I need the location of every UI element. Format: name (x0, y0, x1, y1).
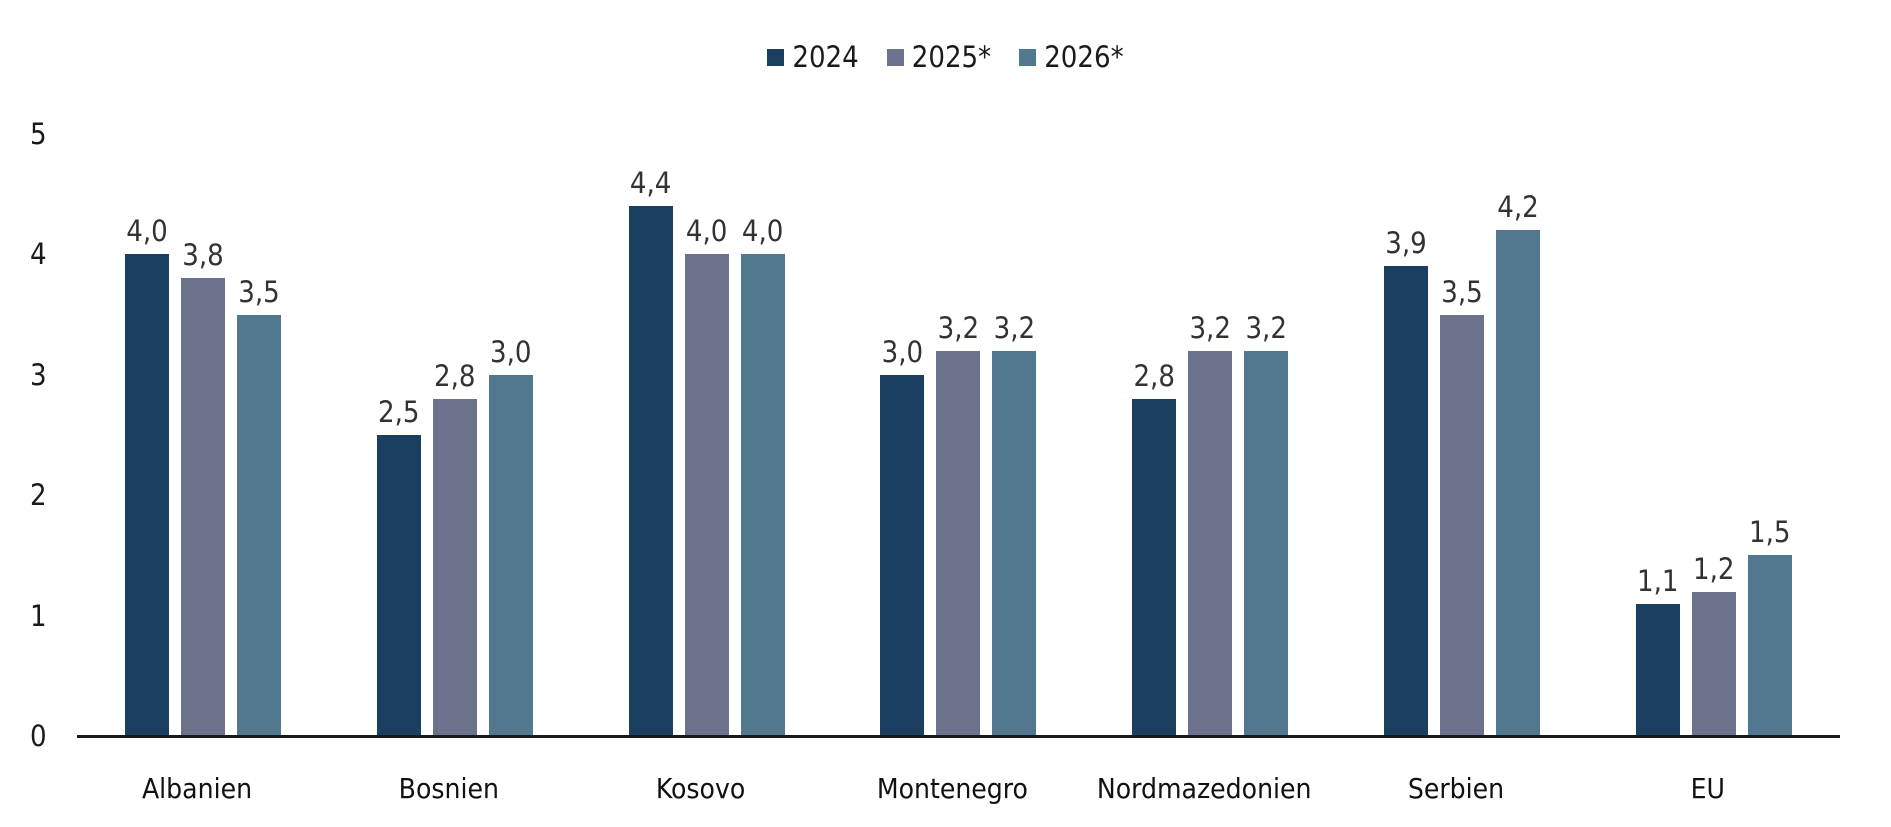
data-label: 1,1 (1637, 563, 1679, 598)
bar-serbien-2024 (1384, 266, 1428, 736)
bar-bosnien-2025 (432, 398, 477, 736)
bar-serbien-2026 (1496, 230, 1540, 736)
bar-serbien-2025 (1440, 314, 1484, 736)
data-label: 4,2 (1497, 190, 1539, 225)
y-tick-label: 1 (30, 598, 47, 633)
category-label: Montenegro (876, 772, 1028, 805)
data-label: 2,5 (378, 395, 420, 429)
data-label: 3,0 (490, 334, 532, 369)
bar-kosovo-2024 (628, 206, 673, 736)
legend-item: 2024 (767, 40, 859, 74)
y-tick-label: 0 (30, 719, 47, 753)
data-label: 1,2 (1693, 551, 1735, 586)
bar-eu-2024 (1635, 603, 1680, 736)
bar-bosnien-2026 (488, 374, 533, 736)
data-label: 3,5 (1441, 274, 1483, 309)
data-label: 1,5 (1749, 515, 1791, 550)
category-label: Nordmazedonien (1096, 772, 1312, 805)
data-label: 4,0 (685, 214, 728, 249)
data-label: 2,8 (1133, 358, 1175, 393)
y-tick-label: 5 (30, 117, 47, 151)
bar-montenegro-2024 (880, 374, 925, 736)
data-label: 3,2 (993, 310, 1036, 345)
y-tick-label: 2 (30, 478, 47, 513)
bar-bosnien-2024 (376, 435, 421, 736)
category-label: Kosovo (655, 772, 746, 805)
legend-item: 2026* (1019, 40, 1124, 74)
chart-legend: 2024 2025* 2026* (0, 40, 1891, 74)
data-label: 4,4 (629, 166, 672, 201)
category-label: EU (1690, 772, 1725, 805)
bar-nordmazedonien-2026 (1244, 350, 1289, 736)
legend-swatch-icon (1019, 48, 1037, 66)
y-tick-label: 4 (30, 237, 47, 272)
data-label: 3,2 (1245, 310, 1287, 345)
x-axis-line (77, 735, 1840, 738)
category-label: Serbien (1407, 772, 1505, 805)
legend-label: 2026* (1044, 40, 1124, 74)
data-label: 3,8 (182, 238, 224, 273)
legend-item: 2025* (886, 40, 992, 74)
category-label: Albanien (141, 772, 253, 805)
data-label: 3,9 (1385, 226, 1427, 261)
bar-albanien-2024 (125, 254, 169, 736)
bar-eu-2025 (1691, 591, 1736, 736)
data-label: 2,8 (434, 358, 476, 393)
bar-montenegro-2025 (936, 350, 981, 736)
category-label: Bosnien (398, 772, 499, 805)
bar-nordmazedonien-2025 (1188, 350, 1233, 736)
y-tick-label: 3 (30, 357, 47, 392)
bar-albanien-2025 (181, 278, 225, 736)
legend-label: 2025* (911, 40, 992, 74)
legend-swatch-icon (767, 48, 785, 66)
data-label: 3,0 (881, 334, 924, 369)
legend-swatch-icon (886, 48, 904, 66)
bar-kosovo-2025 (684, 254, 729, 736)
bar-albanien-2026 (237, 314, 281, 736)
bar-montenegro-2026 (992, 350, 1037, 736)
bar-eu-2026 (1747, 555, 1792, 736)
data-label: 4,0 (126, 214, 168, 249)
data-label: 3,5 (238, 274, 280, 309)
data-label: 3,2 (1189, 310, 1231, 345)
bar-kosovo-2026 (740, 254, 785, 736)
data-label: 3,2 (937, 310, 980, 345)
legend-label: 2024 (792, 40, 859, 74)
bar-nordmazedonien-2024 (1132, 398, 1177, 736)
data-label: 4,0 (741, 214, 784, 249)
